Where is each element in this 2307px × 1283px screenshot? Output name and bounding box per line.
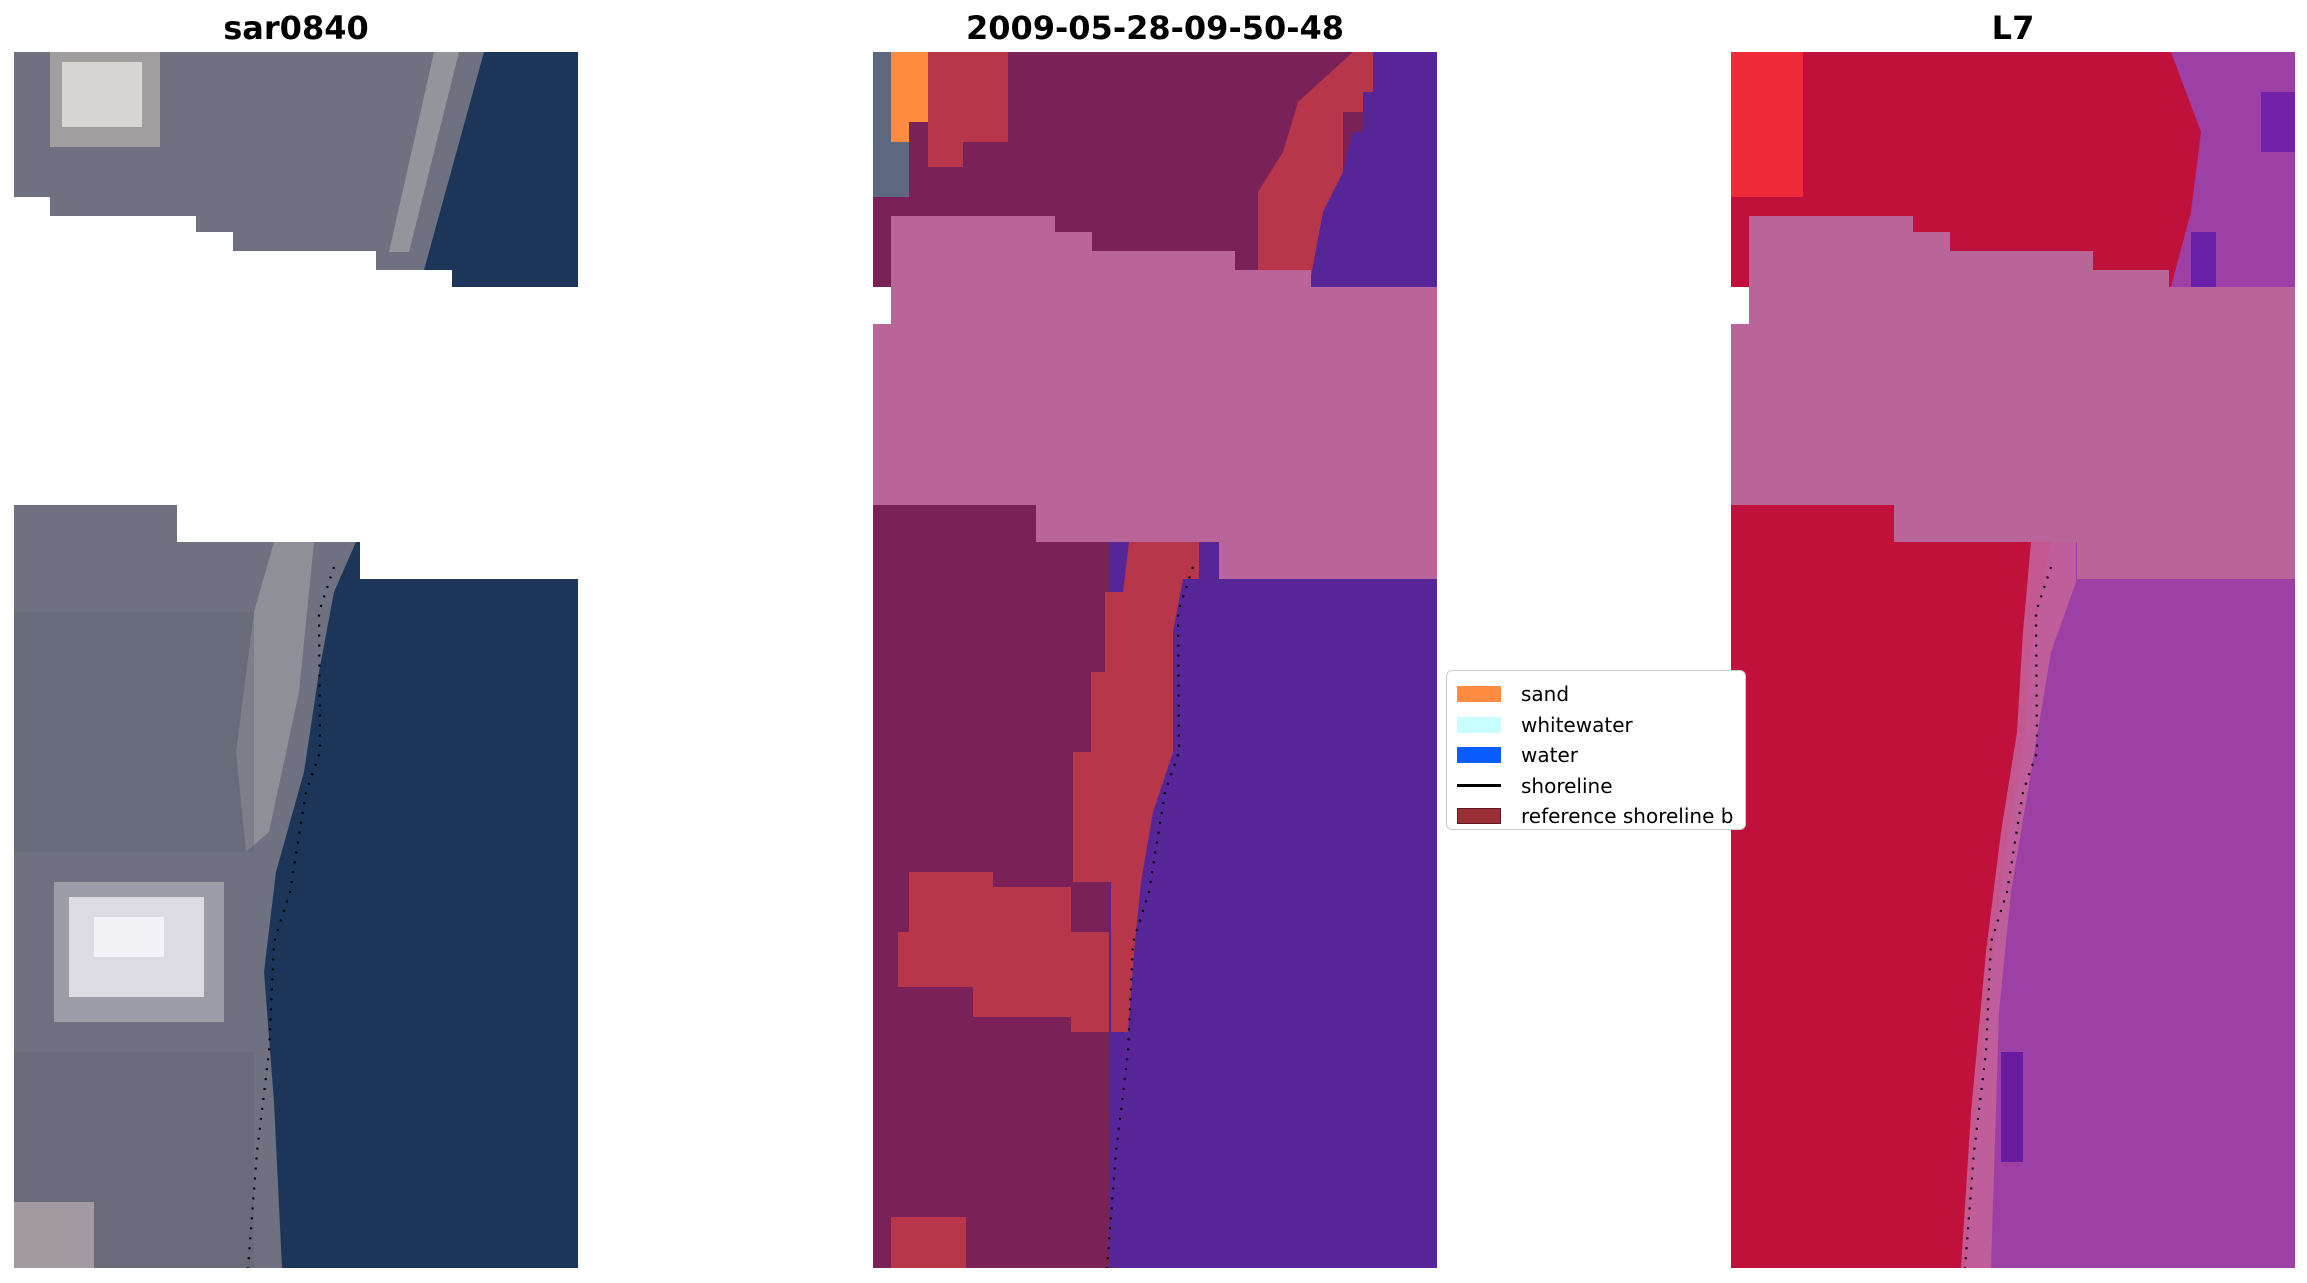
panel-title-rgb: sar0840 — [223, 9, 369, 47]
legend-swatch-sand — [1457, 686, 1501, 703]
legend-line-shoreline — [1457, 784, 1501, 788]
classified-image — [873, 52, 1437, 1268]
l7-image-panel — [1731, 52, 2295, 1268]
panel-title-classified: 2009-05-28-09-50-48 — [965, 9, 1345, 47]
shoreline-dots — [1963, 566, 2053, 1268]
legend-item-reference-shoreline-buffer: reference shoreline b — [1447, 801, 1745, 829]
legend-item-water: water — [1447, 740, 1745, 771]
legend-label-water: water — [1521, 743, 1578, 768]
legend-label-shoreline: shoreline — [1521, 773, 1613, 798]
legend-item-whitewater: whitewater — [1447, 710, 1745, 741]
legend-swatch-reference-shoreline-buffer — [1457, 808, 1501, 825]
panel-title-nir: L7 — [1991, 9, 2035, 47]
l7-image — [1731, 52, 2295, 1268]
legend-item-sand: sand — [1447, 679, 1745, 710]
legend: sand whitewater water shoreline referenc… — [1446, 670, 1746, 830]
legend-label-reference-shoreline-buffer: reference shoreline b — [1521, 804, 1734, 829]
legend-swatch-water — [1457, 747, 1501, 764]
legend-swatch-whitewater — [1457, 716, 1501, 733]
rgb-image — [14, 52, 578, 1268]
shoreline-dots — [246, 566, 336, 1268]
legend-label-sand: sand — [1521, 682, 1570, 707]
legend-item-shoreline: shoreline — [1447, 771, 1745, 802]
rgb-image-panel — [14, 52, 578, 1268]
classified-image-panel — [873, 52, 1437, 1268]
legend-label-whitewater: whitewater — [1521, 712, 1633, 737]
shoreline-dots — [1105, 566, 1195, 1268]
